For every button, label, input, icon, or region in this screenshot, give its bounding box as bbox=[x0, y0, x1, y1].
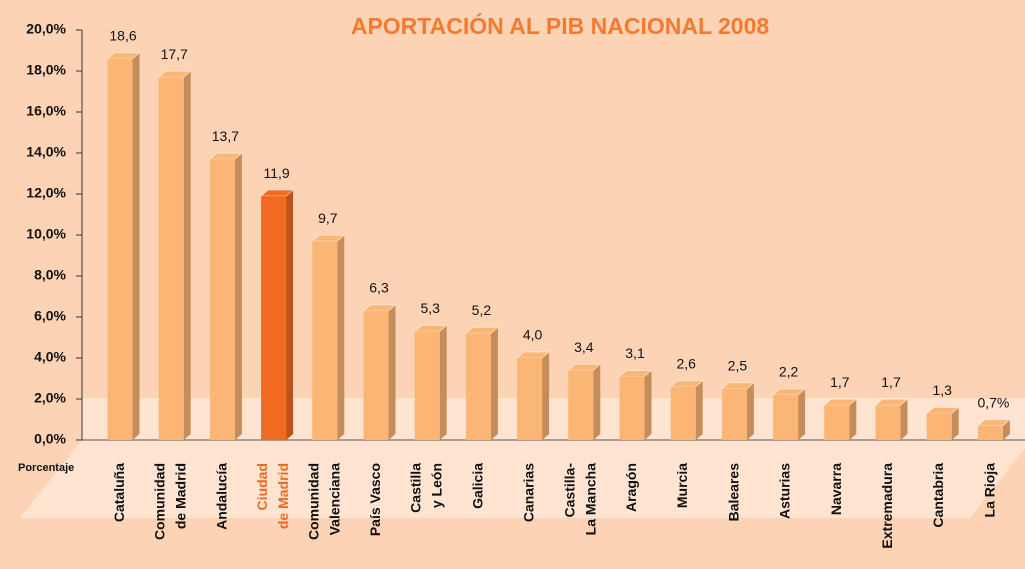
y-tick-label: 20,0% bbox=[26, 21, 66, 37]
bar-side bbox=[900, 399, 908, 440]
x-tick-label: Comunidad Valenciana bbox=[305, 463, 342, 540]
y-tick-label: 2,0% bbox=[34, 390, 66, 406]
bar bbox=[465, 333, 491, 440]
x-tick-label: Castilla- La Mancha bbox=[561, 463, 598, 536]
data-label: 9,7 bbox=[318, 210, 338, 226]
bar bbox=[568, 370, 594, 440]
x-tick-label: Asturias bbox=[776, 463, 792, 519]
y-tick-label: 0,0% bbox=[34, 431, 66, 447]
bar bbox=[414, 331, 440, 440]
bar-side bbox=[849, 399, 857, 440]
y-tick-label: 4,0% bbox=[34, 349, 66, 365]
x-tick-label: Canarias bbox=[520, 463, 536, 522]
bar bbox=[721, 388, 747, 440]
bar-side bbox=[644, 370, 652, 440]
y-tick-label: 16,0% bbox=[26, 103, 66, 119]
bar-side bbox=[798, 388, 806, 440]
data-label: 2,6 bbox=[676, 355, 696, 371]
data-label: 4,0 bbox=[523, 327, 543, 343]
bar-side bbox=[234, 153, 242, 440]
bar-side bbox=[746, 382, 754, 440]
bar-side bbox=[951, 407, 959, 440]
x-tick-label: Galicia bbox=[469, 463, 485, 509]
bar bbox=[158, 77, 184, 441]
y-tick-label: 12,0% bbox=[26, 185, 66, 201]
x-tick-label: Andalucía bbox=[213, 463, 229, 530]
bar bbox=[517, 358, 543, 440]
data-label: 5,2 bbox=[472, 302, 492, 318]
chart-title: APORTACIÓN AL PIB NACIONAL 2008 bbox=[351, 12, 770, 39]
x-tick-label: Extremadura bbox=[879, 463, 895, 549]
bar bbox=[875, 405, 901, 440]
bar bbox=[209, 159, 235, 440]
bar bbox=[312, 241, 338, 440]
bar bbox=[824, 405, 850, 440]
bar-side bbox=[439, 325, 447, 440]
bar bbox=[977, 425, 1003, 440]
x-tick-label: Castilla y León bbox=[407, 463, 444, 513]
floor bbox=[20, 440, 1025, 518]
bar-side bbox=[183, 71, 191, 441]
bar-side bbox=[132, 52, 140, 440]
data-label: 17,7 bbox=[161, 46, 188, 62]
data-label: 13,7 bbox=[212, 128, 239, 144]
x-tick-label: Ciudad de Madrid bbox=[254, 463, 291, 529]
data-label: 1,3 bbox=[932, 382, 952, 398]
bar-side bbox=[388, 304, 396, 440]
x-tick-label: La Rioja bbox=[981, 463, 997, 518]
data-label: 0,7% bbox=[977, 394, 1009, 410]
x-tick-label: Cataluña bbox=[111, 463, 127, 522]
x-tick-label: Cantabria bbox=[930, 463, 946, 528]
data-label: 1,7 bbox=[881, 374, 901, 390]
data-label: 6,3 bbox=[369, 280, 389, 296]
data-label: 2,5 bbox=[728, 357, 748, 373]
bar-side bbox=[286, 190, 294, 440]
data-label: 3,4 bbox=[574, 339, 594, 355]
bar bbox=[619, 376, 645, 440]
y-tick-label: 18,0% bbox=[26, 62, 66, 78]
x-tick-label: Aragón bbox=[623, 463, 639, 512]
bar bbox=[107, 58, 133, 440]
bar-side bbox=[593, 364, 601, 440]
y-tick-label: 8,0% bbox=[34, 267, 66, 283]
data-label: 1,7 bbox=[830, 374, 850, 390]
data-label: 11,9 bbox=[263, 165, 289, 181]
bar-side bbox=[337, 235, 345, 440]
x-tick-label: Comunidad de Madrid bbox=[151, 463, 188, 540]
axis-label: Porcentaje bbox=[18, 462, 74, 474]
x-tick-label: País Vasco bbox=[367, 463, 383, 536]
bar bbox=[773, 394, 799, 440]
data-label: 18,6 bbox=[109, 27, 136, 43]
y-tick-label: 6,0% bbox=[34, 308, 66, 324]
bar-side bbox=[490, 327, 498, 440]
bar bbox=[670, 386, 696, 440]
data-label: 5,3 bbox=[420, 300, 440, 316]
data-label: 2,2 bbox=[779, 364, 799, 380]
y-tick-label: 10,0% bbox=[26, 226, 66, 242]
bar-side bbox=[542, 352, 550, 440]
x-tick-label: Murcia bbox=[674, 463, 690, 508]
bar bbox=[926, 413, 952, 440]
bar bbox=[363, 310, 389, 440]
bar bbox=[261, 196, 287, 440]
data-label: 3,1 bbox=[625, 345, 645, 361]
y-tick-label: 14,0% bbox=[26, 144, 66, 160]
x-tick-label: Navarra bbox=[828, 463, 844, 515]
bar-side bbox=[695, 380, 703, 440]
x-tick-label: Baleares bbox=[725, 463, 741, 522]
